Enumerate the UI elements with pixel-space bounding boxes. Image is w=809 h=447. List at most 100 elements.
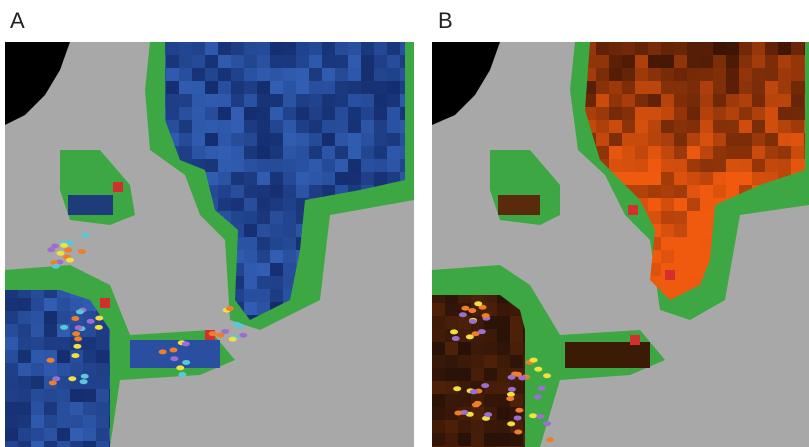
grid-cell <box>218 146 231 159</box>
fish-icon <box>65 257 74 263</box>
fish-icon <box>80 373 89 379</box>
grid-cell <box>622 159 635 172</box>
grid-cell <box>778 42 791 55</box>
fish-icon <box>460 409 469 415</box>
grid-cell <box>374 146 387 159</box>
grid-cell <box>622 94 635 107</box>
grid-cell <box>31 415 44 428</box>
grid-cell <box>413 107 426 120</box>
grid-cell <box>635 94 648 107</box>
grid-cell <box>18 298 31 311</box>
grid-cell <box>244 315 257 320</box>
fish-markers <box>46 232 248 386</box>
grid-cell <box>322 120 335 133</box>
grid-cell <box>322 55 335 68</box>
grid-cell <box>109 376 110 389</box>
fish-icon <box>74 336 83 342</box>
grid-cell <box>57 402 70 415</box>
grid-cell <box>400 120 405 133</box>
fish-icon <box>51 263 60 269</box>
fish-icon <box>216 332 225 338</box>
grid-cell <box>348 68 361 81</box>
grid-cell <box>674 107 687 120</box>
grid-cell <box>471 420 484 433</box>
grid-cell <box>348 81 361 94</box>
grid-cell <box>752 146 765 159</box>
grid-cell <box>270 133 283 146</box>
grid-cell <box>361 81 374 94</box>
fish-icon <box>225 305 234 311</box>
grid-cell <box>244 250 257 263</box>
grid-cell <box>257 250 270 263</box>
grid-cell <box>109 350 110 363</box>
grid-cell <box>432 407 445 420</box>
grid-cell <box>713 68 726 81</box>
grid-cell <box>432 295 445 303</box>
fish-icon <box>79 379 88 385</box>
grid-cell <box>400 146 405 159</box>
grid-cell <box>166 55 179 68</box>
grid-cell <box>70 441 83 447</box>
grid-cell <box>596 133 609 146</box>
fish-markers <box>450 301 554 443</box>
grid-cell <box>635 146 648 159</box>
grid-cell <box>585 94 596 107</box>
grid-cell <box>205 68 218 81</box>
grid-cell <box>244 224 257 237</box>
grid-cell <box>96 376 109 389</box>
grid-cell <box>778 68 791 81</box>
grid-cell <box>270 185 283 198</box>
grid-cell <box>361 68 374 81</box>
grid-cell <box>471 295 484 303</box>
grid-cell <box>445 303 458 316</box>
grid-cell <box>413 81 426 94</box>
fish-icon <box>170 356 179 362</box>
fish-icon <box>75 309 84 315</box>
grid-cell <box>257 185 270 198</box>
grid-cell <box>166 94 179 107</box>
grid-cell <box>726 42 739 55</box>
fish-icon <box>66 240 75 246</box>
map-panel-a <box>5 42 426 447</box>
grid-cell <box>497 329 510 342</box>
grid-cell <box>270 172 283 185</box>
grid-cell <box>445 381 458 394</box>
fish-icon <box>536 413 545 419</box>
grid-cell <box>270 68 283 81</box>
grid-cell <box>661 146 674 159</box>
grid-cell <box>804 42 805 55</box>
grid-cell <box>31 389 44 402</box>
grid-cell <box>700 107 713 120</box>
fish-icon <box>469 389 478 395</box>
grid-cell <box>5 428 18 441</box>
grid-cell <box>244 198 257 211</box>
grid-cell <box>585 120 596 133</box>
fish-icon <box>86 318 95 324</box>
grid-cell <box>635 107 648 120</box>
grid-cell <box>348 146 361 159</box>
grid-cell <box>510 355 523 368</box>
grid-cell <box>283 237 296 250</box>
grid-cell <box>687 68 700 81</box>
grid-cell <box>31 350 44 363</box>
fish-icon <box>534 366 543 372</box>
grid-cell <box>752 107 765 120</box>
grid-cell <box>413 315 426 328</box>
grid-cell <box>713 94 726 107</box>
grid-cell <box>739 94 752 107</box>
grid-cell <box>244 107 257 120</box>
grid-cell <box>348 42 361 55</box>
grid-cell <box>648 42 661 55</box>
grid-cell <box>687 198 700 211</box>
grid-cell <box>661 94 674 107</box>
grid-cell <box>674 263 687 276</box>
grid-cell <box>497 433 510 446</box>
grid-cell <box>387 172 400 185</box>
grid-cell <box>18 290 31 298</box>
grid-cell <box>374 107 387 120</box>
grid-cell <box>57 363 70 376</box>
grid-cell <box>218 172 231 185</box>
grid-cell <box>661 172 674 185</box>
grid-cell <box>687 120 700 133</box>
fish-icon <box>60 242 69 248</box>
